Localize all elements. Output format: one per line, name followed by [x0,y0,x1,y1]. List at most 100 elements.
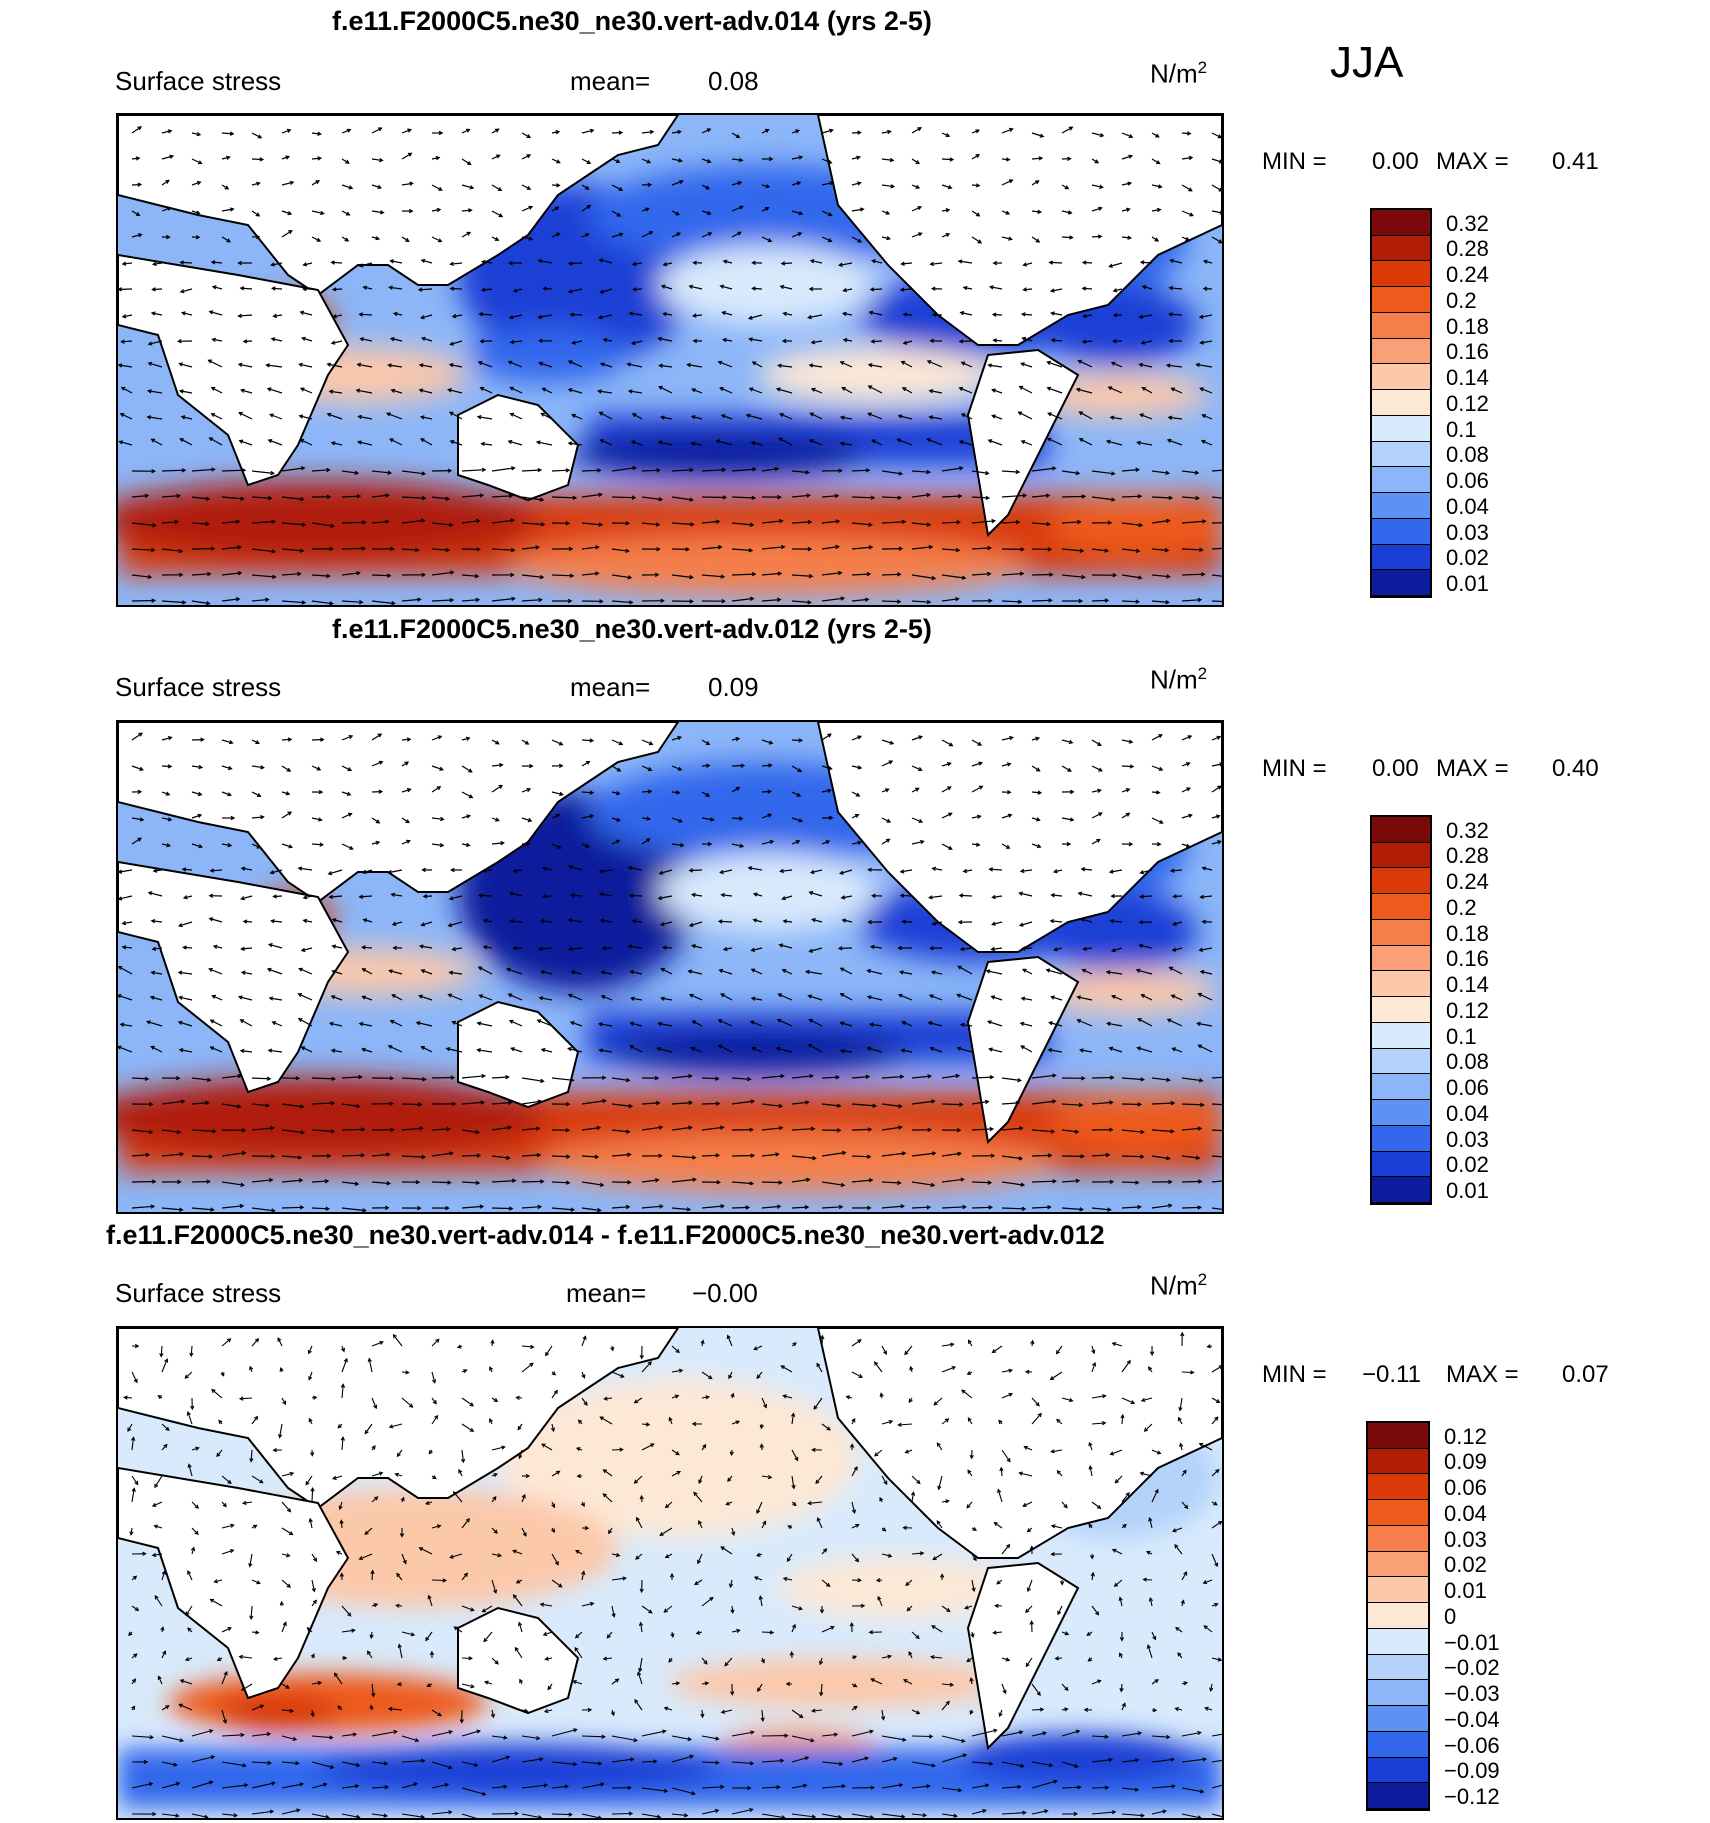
panel-3-max-label: MAX = [1446,1361,1519,1389]
colorbar-cell [1372,210,1430,236]
colorbar-level-label: 0.12 [1446,391,1489,417]
colorbar-level-label: −0.06 [1444,1733,1500,1759]
colorbar-cell [1372,364,1430,390]
wind-vector [552,1814,572,1815]
colorbar-level-label: 0.08 [1446,1049,1489,1075]
wind-vector [1122,601,1139,602]
wind-vector [192,1182,210,1183]
colorbar-level-label: 0.28 [1446,843,1489,869]
colorbar-level-label: 0.16 [1446,946,1489,972]
wind-vector [1092,1078,1113,1079]
wind-vector [432,1078,454,1079]
wind-vector [882,497,901,498]
colorbar-cell [1372,971,1430,997]
colorbar-level-label: 0.18 [1446,921,1489,947]
colorbar-cell [1372,519,1430,545]
colorbar-level-label: 0.02 [1444,1552,1487,1578]
panel-1-map [116,113,1224,607]
wind-vector [402,1104,421,1105]
panel-2-mean-label: mean= [570,672,650,703]
wind-vector [552,1156,569,1157]
wind-vector [492,1814,518,1815]
panel-1-max-label: MAX = [1436,148,1509,176]
panel-1-max-value: 0.41 [1552,148,1599,176]
wind-vector [1092,600,1108,601]
wind-vector [702,1078,718,1079]
wind-vector [312,1208,329,1209]
colorbar-cell [1372,868,1430,894]
season-label: JJA [1330,38,1403,88]
wind-vector [912,1736,932,1737]
wind-vector [132,1182,155,1183]
colorbar-cell [1372,1074,1430,1100]
wind-vector [642,1761,656,1762]
colorbar-level-label: 0.2 [1446,288,1477,314]
colorbar-cell [1372,1152,1430,1178]
wind-vector [1032,600,1052,601]
wind-vector [942,1104,962,1105]
wind-vector [612,1814,632,1815]
colorbar-cell [1372,1177,1430,1203]
colorbar-cell [1368,1552,1428,1578]
wind-vector [1092,1788,1108,1789]
colorbar-level-label: −0.03 [1444,1681,1500,1707]
panel-2-mean-value: 0.09 [708,672,759,703]
colorbar-level-label: 0.14 [1446,972,1489,998]
colorbar-cell [1368,1655,1428,1681]
wind-vector [192,1156,212,1157]
colorbar-cell [1372,946,1430,972]
wind-vector [222,470,245,471]
wind-vector [1032,1155,1051,1156]
colorbar-cell [1368,1474,1428,1500]
wind-vector [942,522,960,523]
colorbar-level-label: −0.04 [1444,1707,1500,1733]
colorbar-level-label: 0 [1444,1604,1456,1630]
colorbar-cell [1368,1732,1428,1758]
colorbar-level-label: 0.06 [1446,468,1489,494]
panel-3-max-value: 0.07 [1562,1361,1609,1389]
wind-vector [342,1155,364,1156]
wind-vector [1032,1181,1056,1182]
colorbar-level-label: 0.01 [1446,571,1489,597]
colorbar-cell [1368,1758,1428,1784]
panel-1-map-field [118,115,1222,605]
colorbar-cell [1372,894,1430,920]
colorbar-cell [1368,1500,1428,1526]
colorbar-cell [1372,339,1430,365]
colorbar-level-label: 0.18 [1446,314,1489,340]
wind-vector [552,575,573,576]
panel-3-min-label: MIN = [1262,1361,1327,1389]
wind-vector [342,522,365,523]
colorbar-cell [1372,1126,1430,1152]
colorbar-level-label: 0.01 [1444,1578,1487,1604]
wind-vector [162,470,185,471]
colorbar-cell [1368,1706,1428,1732]
panel-1-title: f.e11.F2000C5.ne30_ne30.vert-adv.014 (yr… [332,6,932,37]
colorbar-level-label: 0.09 [1444,1449,1487,1475]
panel-1-field: Surface stress [115,66,281,97]
panel-3-units: N/m2 [1150,1270,1207,1302]
panel-1-mean-label: mean= [570,66,650,97]
colorbar-cell [1372,493,1430,519]
colorbar-level-label: −0.09 [1444,1758,1500,1784]
colorbar-level-label: 0.14 [1446,365,1489,391]
colorbar-cell [1372,843,1430,869]
wind-vector [1182,1207,1201,1208]
colorbar-cell [1368,1577,1428,1603]
wind-vector [702,497,726,498]
colorbar-level-label: 0.16 [1446,339,1489,365]
wind-vector [822,1077,839,1078]
panel-2-max-value: 0.40 [1552,755,1599,783]
colorbar-cell [1372,390,1430,416]
wind-vector [432,1182,451,1183]
colorbar-level-label: 0.08 [1446,442,1489,468]
wind-vector [912,1207,930,1208]
colorbar-cell [1368,1603,1428,1629]
colorbar-cell [1368,1449,1428,1475]
wind-vector [252,1078,270,1079]
colorbar-level-label: 0.01 [1446,1178,1489,1204]
wind-vector [702,1155,719,1156]
panel-2-colorbar [1370,815,1432,1205]
wind-vector [882,601,900,602]
wind-vector [1182,1181,1201,1182]
